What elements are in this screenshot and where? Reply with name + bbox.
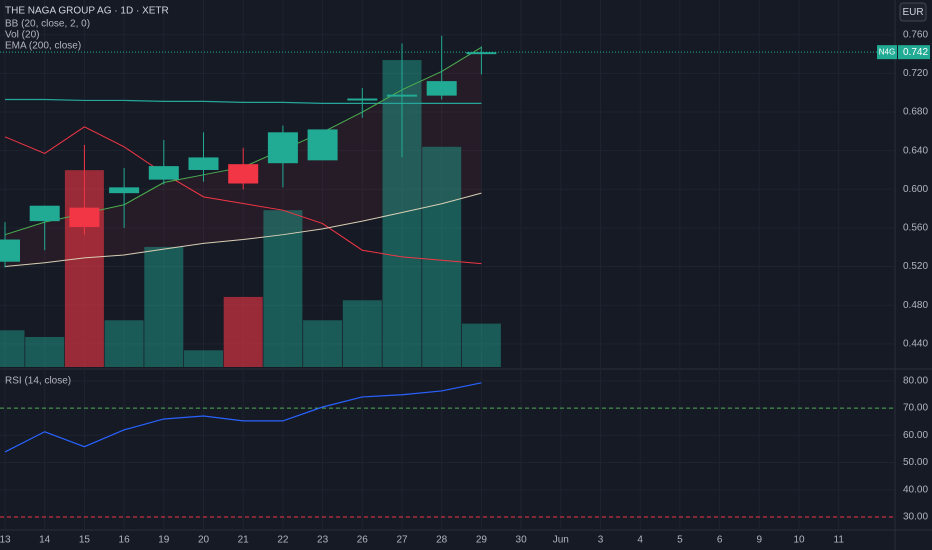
volume-bar xyxy=(144,246,184,367)
volume-ma-line xyxy=(4,126,482,265)
rsi-line xyxy=(4,382,482,453)
volume-bar xyxy=(422,146,462,367)
currency-button[interactable] xyxy=(899,2,927,22)
x-tick-label: 27 xyxy=(396,535,408,546)
volume-bar xyxy=(25,336,65,367)
last-price-label: 0.742 xyxy=(903,47,928,58)
x-tick-label: 10 xyxy=(793,535,805,546)
x-tick-label: 15 xyxy=(79,535,91,546)
candle-body xyxy=(228,164,259,184)
last-price-tag xyxy=(898,45,930,60)
candle-body xyxy=(307,129,338,161)
volume-bar xyxy=(104,320,144,367)
candle-body xyxy=(148,166,179,180)
volume-bar xyxy=(0,330,25,367)
symbol-label: N4G xyxy=(879,47,895,56)
candle-body xyxy=(29,205,60,222)
y-tick-label: 0.680 xyxy=(903,107,928,118)
candle-body xyxy=(0,239,20,262)
x-tick-label: 26 xyxy=(357,535,369,546)
volume-bar xyxy=(223,296,263,367)
candle-body xyxy=(426,81,457,96)
rsi-tick-label: 50.00 xyxy=(903,457,928,468)
candle-body xyxy=(387,94,417,97)
x-tick-label: 29 xyxy=(476,535,488,546)
candle-body xyxy=(466,52,497,55)
y-tick-label: 0.480 xyxy=(903,300,928,311)
rsi-tick-label: 30.00 xyxy=(903,512,928,523)
y-tick-label: 0.640 xyxy=(903,145,928,156)
x-tick-label: 28 xyxy=(436,535,448,546)
x-tick-label: 21 xyxy=(238,535,250,546)
x-tick-label: 5 xyxy=(677,535,683,546)
volume-bar xyxy=(303,320,343,367)
volume-bar xyxy=(263,210,303,367)
symbol-tag xyxy=(877,45,897,60)
rsi-tick-label: 70.00 xyxy=(903,403,928,414)
y-tick-label: 0.560 xyxy=(903,223,928,234)
indicator-legend: BB (20, close, 2, 0) xyxy=(5,19,90,30)
rsi-tick-label: 80.00 xyxy=(903,376,928,387)
x-tick-label: 23 xyxy=(317,535,329,546)
volume-bar xyxy=(461,323,501,367)
volume-bar xyxy=(184,350,223,367)
x-tick-label: 3 xyxy=(598,535,604,546)
y-tick-label: 0.520 xyxy=(903,261,928,272)
x-tick-label: Jun xyxy=(553,535,569,546)
rsi-tick-label: 60.00 xyxy=(903,430,928,441)
candle-body xyxy=(347,98,378,101)
x-tick-label: 16 xyxy=(119,535,131,546)
candle-body xyxy=(267,132,298,164)
x-tick-label: 6 xyxy=(717,535,723,546)
x-tick-label: 20 xyxy=(198,535,210,546)
y-tick-label: 0.720 xyxy=(903,68,928,79)
indicator-legend: EMA (200, close) xyxy=(5,41,81,52)
x-tick-label: 30 xyxy=(516,535,528,546)
chart-title: THE NAGA GROUP AG · 1D · XETR xyxy=(5,6,169,17)
volume-bar xyxy=(342,300,382,367)
y-tick-label: 0.760 xyxy=(903,29,928,40)
indicator-legend: Vol (20) xyxy=(5,30,39,41)
candle-body xyxy=(188,157,219,170)
x-tick-label: 19 xyxy=(158,535,170,546)
x-tick-label: 13 xyxy=(0,535,11,546)
x-tick-label: 22 xyxy=(277,535,289,546)
rsi-tick-label: 40.00 xyxy=(903,484,928,495)
indicator-legend: RSI (14, close) xyxy=(5,376,71,387)
x-tick-label: 14 xyxy=(39,535,51,546)
candle-body xyxy=(109,187,140,194)
y-tick-label: 0.600 xyxy=(903,184,928,195)
x-tick-label: 9 xyxy=(757,535,763,546)
x-tick-label: 4 xyxy=(637,535,643,546)
bb-lower-line xyxy=(4,192,482,268)
candle-body xyxy=(69,207,100,227)
currency-label[interactable]: EUR xyxy=(902,7,923,18)
y-tick-label: 0.440 xyxy=(903,338,928,349)
x-tick-label: 11 xyxy=(834,535,845,546)
